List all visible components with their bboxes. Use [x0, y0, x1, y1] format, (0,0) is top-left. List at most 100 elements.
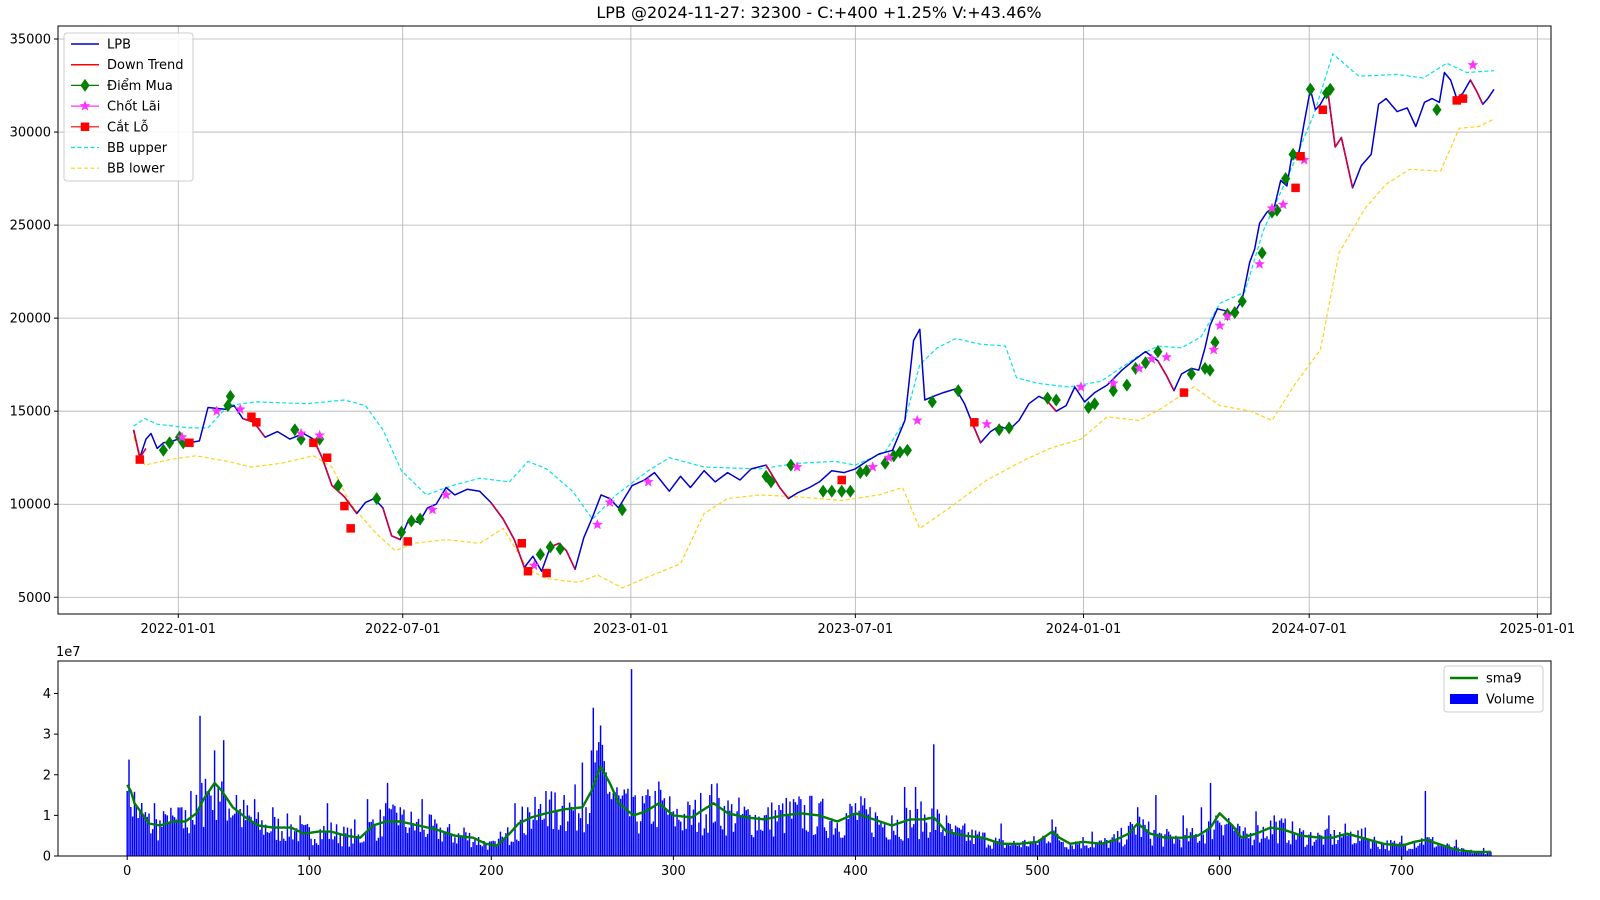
- volume-bar: [776, 821, 778, 856]
- volume-bar: [1198, 840, 1201, 856]
- volume-bar: [321, 839, 323, 856]
- volume-bar: [1069, 844, 1072, 856]
- volume-bar: [801, 828, 804, 856]
- volume-bar: [1167, 831, 1170, 856]
- volume-y-tick-label: 1: [43, 809, 51, 824]
- volume-bar: [1308, 834, 1310, 856]
- volume-bar: [539, 804, 542, 856]
- volume-bar: [991, 848, 993, 856]
- volume-bar: [1238, 826, 1241, 856]
- volume-bar: [403, 809, 405, 856]
- stop-loss-marker: [517, 539, 527, 548]
- take-profit-marker: [604, 496, 616, 508]
- price-y-tick-label: 35000: [10, 33, 51, 48]
- volume-bar: [869, 807, 871, 856]
- volume-bar: [283, 838, 285, 856]
- down-trend-segment: [1469, 79, 1484, 105]
- volume-bar: [931, 808, 933, 856]
- volume-bar: [1419, 843, 1421, 856]
- buy-marker: [994, 423, 1004, 437]
- volume-bar: [958, 827, 960, 856]
- volume-bar: [532, 819, 534, 856]
- volume-bar: [1060, 841, 1062, 856]
- volume-bar: [1195, 833, 1197, 856]
- volume-bar: [237, 811, 239, 856]
- volume-bar: [326, 803, 329, 856]
- volume-bar: [714, 821, 717, 856]
- volume-bar: [1218, 822, 1221, 856]
- volume-bar: [922, 831, 924, 856]
- volume-bar: [441, 841, 443, 856]
- volume-bar: [1014, 843, 1017, 856]
- volume-bar: [1005, 843, 1008, 856]
- volume-bar: [694, 799, 696, 856]
- buy-marker: [1237, 294, 1247, 308]
- volume-bar: [710, 784, 713, 856]
- volume-bar: [1293, 834, 1296, 856]
- volume-bar: [949, 823, 951, 856]
- price-legend-label: Down Trend: [107, 58, 184, 73]
- volume-bar: [1240, 838, 1243, 856]
- volume-bar: [246, 805, 249, 856]
- volume-bar: [457, 833, 460, 856]
- volume-bar: [1266, 836, 1268, 856]
- volume-bar: [1044, 835, 1046, 856]
- volume-bar: [1317, 832, 1319, 856]
- volume-bar: [1468, 850, 1470, 856]
- volume-bar: [137, 818, 139, 856]
- volume-bar: [619, 798, 622, 856]
- volume-bar: [863, 798, 866, 856]
- price-legend-label: LPB: [107, 38, 131, 53]
- volume-bar: [1278, 820, 1281, 856]
- volume-bar: [672, 811, 675, 856]
- volume-x-tick-label: 600: [1207, 864, 1232, 879]
- volume-bar: [1302, 830, 1305, 856]
- volume-bar: [816, 826, 818, 856]
- volume-bar: [805, 830, 808, 856]
- volume-bar: [649, 796, 651, 856]
- sma9-line: [126, 765, 1491, 854]
- volume-bar: [1481, 851, 1483, 856]
- volume-bar: [1035, 841, 1037, 856]
- buy-marker: [165, 436, 175, 450]
- volume-bar: [1024, 839, 1026, 856]
- volume-bar: [1324, 829, 1326, 856]
- volume-bar: [348, 846, 351, 856]
- stop-loss-marker: [1179, 388, 1189, 397]
- volume-y-tick-label: 0: [43, 850, 51, 865]
- volume-bar: [1251, 845, 1254, 856]
- volume-bar: [397, 825, 400, 856]
- volume-bar: [1016, 845, 1019, 856]
- volume-bar: [925, 822, 928, 856]
- volume-bar: [295, 828, 298, 856]
- volume-bar: [832, 834, 835, 856]
- buy-marker: [535, 547, 545, 561]
- volume-bar: [202, 826, 205, 856]
- buy-marker: [1108, 384, 1118, 398]
- volume-bar: [1371, 840, 1374, 856]
- volume-bar: [128, 759, 130, 856]
- volume-x-tick-label: 0: [123, 864, 131, 879]
- volume-bar: [1084, 845, 1086, 856]
- volume-bar: [854, 803, 857, 856]
- volume-bar: [747, 809, 749, 856]
- volume-bar: [601, 744, 604, 856]
- volume-bar: [703, 828, 706, 856]
- volume-bar: [876, 816, 879, 856]
- volume-bar: [1149, 838, 1152, 856]
- volume-bar: [506, 827, 509, 856]
- volume-bar: [534, 796, 536, 856]
- volume-bar: [1439, 845, 1441, 856]
- volume-bar: [896, 819, 899, 856]
- volume-bar: [858, 810, 860, 856]
- price-y-tick-label: 25000: [10, 219, 51, 234]
- volume-bar: [1326, 828, 1328, 856]
- volume-bar: [221, 781, 223, 856]
- volume-bar: [842, 837, 844, 856]
- volume-bar: [1175, 835, 1177, 856]
- take-profit-marker: [1208, 344, 1220, 355]
- volume-bar: [598, 742, 600, 856]
- volume-bar: [315, 843, 318, 856]
- volume-bar: [1433, 847, 1436, 856]
- volume-bar: [618, 795, 620, 856]
